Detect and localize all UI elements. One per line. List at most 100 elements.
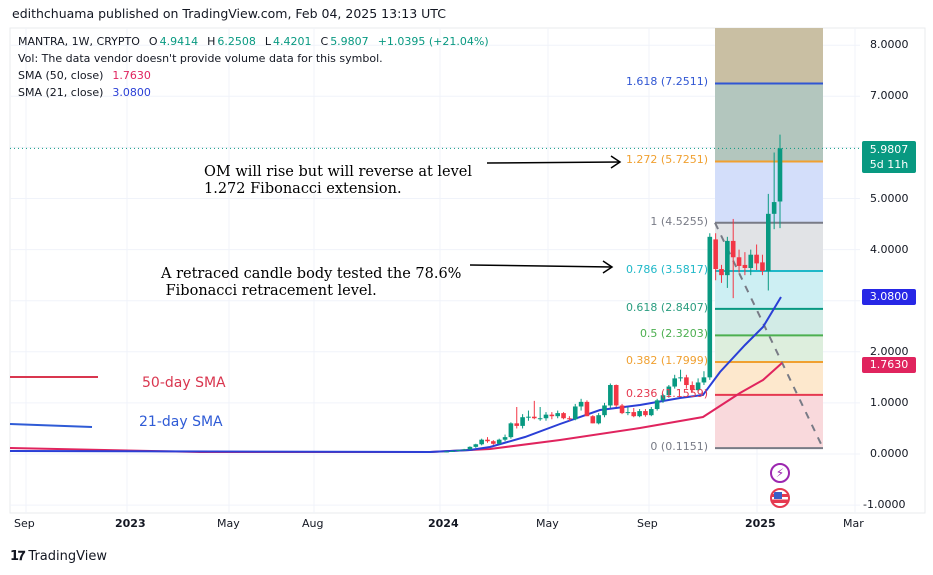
candle-up	[572, 406, 578, 420]
candle-up	[637, 411, 642, 417]
low-value: 4.4201	[273, 35, 312, 48]
fib-level-label: 0.5 (2.3203)	[639, 327, 708, 341]
candle-down	[713, 239, 718, 270]
x-tick-label: Sep	[14, 517, 35, 530]
candle-up	[602, 405, 607, 416]
lightning-event-icon[interactable]: ⚡	[770, 463, 790, 483]
annotation-line: OM will rise but will reverse at level	[204, 164, 473, 180]
sma21-legend[interactable]: SMA (21, close) 3.0800	[18, 86, 153, 99]
x-tick-label: May	[536, 517, 559, 530]
candle-down	[736, 257, 742, 266]
fib-level-label: 0.786 (3.5817)	[625, 262, 708, 276]
tradingview-logo-icon: 𝟭𝟕	[10, 549, 25, 564]
candle-down	[719, 269, 724, 276]
close-label: C	[320, 35, 329, 48]
candle-up	[461, 449, 467, 451]
bar-countdown: 5d 11h	[869, 158, 909, 171]
us-flag-event-icon[interactable]	[770, 488, 790, 508]
x-tick-label: 2025	[745, 517, 776, 530]
candle-up	[537, 418, 543, 420]
volume-note: Vol: The data vendor doesn't provide vol…	[18, 52, 383, 65]
fib-level-label: 1.618 (7.2511)	[625, 75, 708, 89]
y-tick-label: 7.0000	[870, 89, 909, 103]
candle-up	[725, 240, 730, 276]
publish-header: edithchuama published on TradingView.com…	[12, 6, 446, 21]
candle-down	[742, 264, 748, 268]
candle-up	[543, 414, 549, 419]
sma21-line	[9, 296, 782, 454]
candle-up	[701, 377, 707, 383]
fib-zone	[715, 161, 823, 223]
candle-up	[526, 416, 531, 418]
sma50-label: SMA (50, close)	[18, 69, 104, 82]
last-price-tag: 5.9807 5d 11h	[862, 141, 916, 173]
candle-down	[491, 441, 496, 444]
annotation-extension: OM will rise but will reverse at level 1…	[204, 164, 472, 198]
symbol-name[interactable]: MANTRA, 1W, CRYPTO	[18, 35, 140, 48]
candle-up	[649, 409, 654, 416]
sma21-key-label: 21-day SMA	[139, 414, 223, 430]
candle-up	[508, 423, 514, 438]
high-label: H	[207, 35, 216, 48]
x-tick-label: Sep	[637, 517, 658, 530]
annotation-line: A retraced candle body tested the 78.6%	[161, 266, 462, 282]
y-tick-label: 1.0000	[870, 395, 909, 409]
sma21-value: 3.0800	[112, 86, 151, 99]
candle-up	[608, 385, 613, 406]
candle-up	[596, 415, 601, 424]
candle-down	[561, 413, 566, 419]
candle-up	[666, 386, 672, 396]
fib-level-label: 0 (0.1151)	[650, 440, 708, 454]
candle-up	[444, 451, 449, 453]
fib-zone	[715, 28, 823, 84]
candle-up	[654, 400, 660, 410]
open-label: O	[148, 35, 158, 48]
candle-down	[619, 405, 625, 414]
close-value: 5.9807	[330, 35, 369, 48]
fib-zone	[715, 335, 823, 363]
x-tick-label: 2023	[115, 517, 146, 530]
annotation-line: Fibonacci retracement level.	[161, 283, 377, 299]
fib-level-label: 0.236 (1.1559)	[625, 386, 708, 400]
candle-down	[754, 254, 759, 264]
candle-up	[771, 202, 777, 214]
annotation-line: 1.272 Fibonacci extension.	[204, 181, 402, 197]
fib-zone	[715, 394, 823, 449]
candle-down	[643, 411, 648, 416]
candle-up	[625, 412, 631, 414]
fib-level-label: 1 (4.5255)	[650, 214, 708, 228]
fib-level-label: 0.382 (1.7999)	[625, 354, 708, 368]
high-value: 6.2508	[217, 35, 256, 48]
fib-zone	[715, 308, 823, 336]
candle-up	[450, 450, 455, 452]
y-tick-label: 0.0000	[870, 447, 909, 460]
candle-up	[766, 213, 771, 272]
fib-level-label: 0.618 (2.8407)	[625, 300, 708, 314]
tradingview-logo[interactable]: 𝟭𝟕 TradingView	[10, 549, 107, 564]
x-tick-label: Aug	[302, 517, 324, 530]
candle-down	[485, 439, 490, 442]
candle-up	[678, 377, 683, 379]
candle-up	[777, 148, 783, 202]
candle-up	[578, 401, 584, 407]
sma21-label: SMA (21, close)	[18, 86, 104, 99]
candle-down	[549, 414, 555, 417]
sma50-price-tag: 1.7630	[862, 357, 916, 373]
sma50-legend[interactable]: SMA (50, close) 1.7630	[18, 69, 153, 82]
y-tick-label: 2.0000	[870, 344, 909, 358]
candle-up	[695, 382, 701, 391]
sma21-key-line	[9, 423, 93, 428]
fib-zone	[715, 83, 823, 162]
candle-up	[496, 439, 502, 444]
x-tick-label: Mar	[843, 517, 864, 530]
x-tick-label: May	[217, 517, 240, 530]
arrow-head-icon	[602, 260, 614, 274]
candle-down	[631, 412, 637, 417]
fib-zone	[715, 270, 823, 309]
annotation-retracement: A retraced candle body tested the 78.6% …	[161, 266, 461, 300]
y-tick-label: 5.0000	[870, 191, 909, 205]
y-tick-label: 4.0000	[870, 242, 909, 256]
fib-zone	[715, 362, 823, 395]
candle-up	[660, 395, 666, 401]
